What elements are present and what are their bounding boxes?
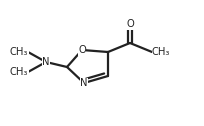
Text: CH₃: CH₃ (10, 47, 28, 57)
Text: O: O (126, 19, 134, 29)
Text: CH₃: CH₃ (152, 47, 170, 57)
Text: CH₃: CH₃ (10, 67, 28, 77)
Text: O: O (78, 45, 86, 55)
Text: N: N (42, 57, 50, 67)
Text: N: N (80, 78, 88, 88)
